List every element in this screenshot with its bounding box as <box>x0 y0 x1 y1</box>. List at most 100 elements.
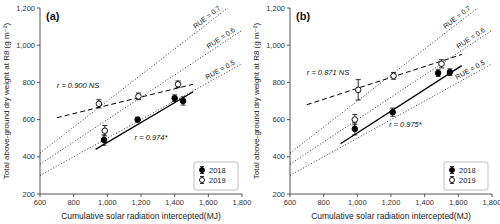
reference-label: RUE = 0.7 <box>442 4 472 29</box>
point <box>391 73 397 79</box>
error-bar <box>96 100 101 108</box>
annotations: RUE = 0.7RUE = 0.6RUE = 0.5r = 0.975*r =… <box>296 4 486 128</box>
error-bar <box>172 95 177 102</box>
point <box>352 126 358 132</box>
point <box>136 94 142 100</box>
x-axis-label: Cumulative solar radiation intercepted(M… <box>61 211 221 221</box>
point <box>355 87 361 93</box>
x-tick <box>357 194 358 197</box>
y-tick <box>287 194 290 195</box>
y-axis-label: Total above-ground dry weight at R8 (g m… <box>252 23 261 180</box>
error-bar <box>436 70 441 77</box>
y-tick <box>37 156 40 157</box>
y-axis-label: Total above-ground dry weight at R8 (g m… <box>2 23 11 180</box>
x-tick-label: 1,800 <box>483 198 500 207</box>
x-tick-label: 1,000 <box>348 198 367 207</box>
legend-marker <box>450 178 455 183</box>
y-tick <box>287 119 290 120</box>
x-tick-label: 600 <box>34 198 47 207</box>
x-tick-label: 1,400 <box>165 198 184 207</box>
y-tick-label: 1,000 <box>266 41 285 50</box>
x-tick-label: 1,200 <box>132 198 151 207</box>
y-tick-label: 1,200 <box>16 4 35 13</box>
legend-box <box>194 162 238 190</box>
error-bar <box>447 69 452 76</box>
point <box>96 101 102 107</box>
error-bar <box>176 81 181 88</box>
x-axis-label: Cumulative solar radiation intercepted(M… <box>311 211 471 221</box>
legend-box <box>444 162 488 190</box>
reference-line <box>290 8 492 153</box>
legend-label: 2019 <box>459 176 476 185</box>
y-tick <box>287 82 290 83</box>
point <box>172 95 178 101</box>
y-tick <box>287 45 290 46</box>
y-tick-label: 600 <box>22 115 35 124</box>
legend-label: 2019 <box>209 176 226 185</box>
y-tick <box>287 156 290 157</box>
fit-line <box>96 92 194 150</box>
x-tick <box>174 194 175 197</box>
reference-label: RUE = 0.7 <box>192 4 222 29</box>
reference-label: RUE = 0.5 <box>454 59 486 81</box>
legend-errorbar <box>450 177 454 184</box>
error-bar <box>102 126 107 136</box>
chart: 600 800 1,000 1,200 1,400 1,600 1,800 200 400 600… <box>0 0 500 224</box>
panel: 600 800 1,000 1,200 1,400 1,600 1,800 200 400 600… <box>2 0 251 221</box>
x-tick <box>391 194 392 197</box>
r-label: r = 0.975* <box>389 120 423 129</box>
x-tick-label: 600 <box>284 198 297 207</box>
point <box>390 109 396 115</box>
y-tick <box>37 82 40 83</box>
point <box>435 70 441 76</box>
panel: 6008001,0001,2001,4001,6001,800200400600… <box>252 0 500 221</box>
error-bar <box>181 97 186 105</box>
panel-label: (b) <box>296 10 310 22</box>
y-tick-label: 800 <box>272 78 285 87</box>
legend: 20182019 <box>194 162 238 190</box>
x-tick-label: 1,800 <box>233 198 252 207</box>
legend-errorbar <box>450 167 454 174</box>
reference-line <box>290 30 492 164</box>
error-bar <box>356 80 361 100</box>
x-tick-label: 1,600 <box>199 198 218 207</box>
legend-errorbar <box>200 177 204 184</box>
plot-area <box>40 8 242 175</box>
x-tick-label: 1,200 <box>382 198 401 207</box>
point <box>439 61 445 67</box>
legend-marker <box>200 168 205 173</box>
error-bar <box>135 117 140 121</box>
legend-label: 2018 <box>209 166 226 175</box>
y-tick-label: 1,200 <box>266 4 285 13</box>
x-tick-label: 800 <box>67 198 80 207</box>
y-tick-label: 400 <box>272 152 285 161</box>
reference-line <box>40 30 242 164</box>
reference-line <box>40 64 242 176</box>
y-tick <box>37 194 40 195</box>
reference-line <box>290 64 492 176</box>
r-label: r = 0.900 NS <box>57 81 99 90</box>
y-tick-label: 200 <box>22 190 35 199</box>
y-tick-label: 800 <box>22 78 35 87</box>
x-tick <box>242 194 243 197</box>
x-tick <box>492 194 493 197</box>
y-tick <box>287 8 290 9</box>
y-tick-label: 400 <box>22 152 35 161</box>
fit-line <box>341 66 462 144</box>
error-bar <box>352 114 357 124</box>
y-axis-line <box>40 8 41 194</box>
reference-label: RUE = 0.6 <box>455 26 486 50</box>
error-bar <box>439 60 444 68</box>
annotations: RUE = 0.7RUE = 0.6RUE = 0.5r = 0.974*r =… <box>46 4 236 142</box>
y-axis-line <box>290 8 291 194</box>
y-tick-label: 600 <box>272 115 285 124</box>
x-tick <box>208 194 209 197</box>
x-tick <box>424 194 425 197</box>
x-tick <box>107 194 108 197</box>
x-tick-label: 1,600 <box>449 198 468 207</box>
error-bar <box>390 108 395 116</box>
error-bar <box>101 135 106 145</box>
legend-marker <box>450 168 455 173</box>
point <box>352 117 358 123</box>
y-tick-label: 1,000 <box>16 41 35 50</box>
